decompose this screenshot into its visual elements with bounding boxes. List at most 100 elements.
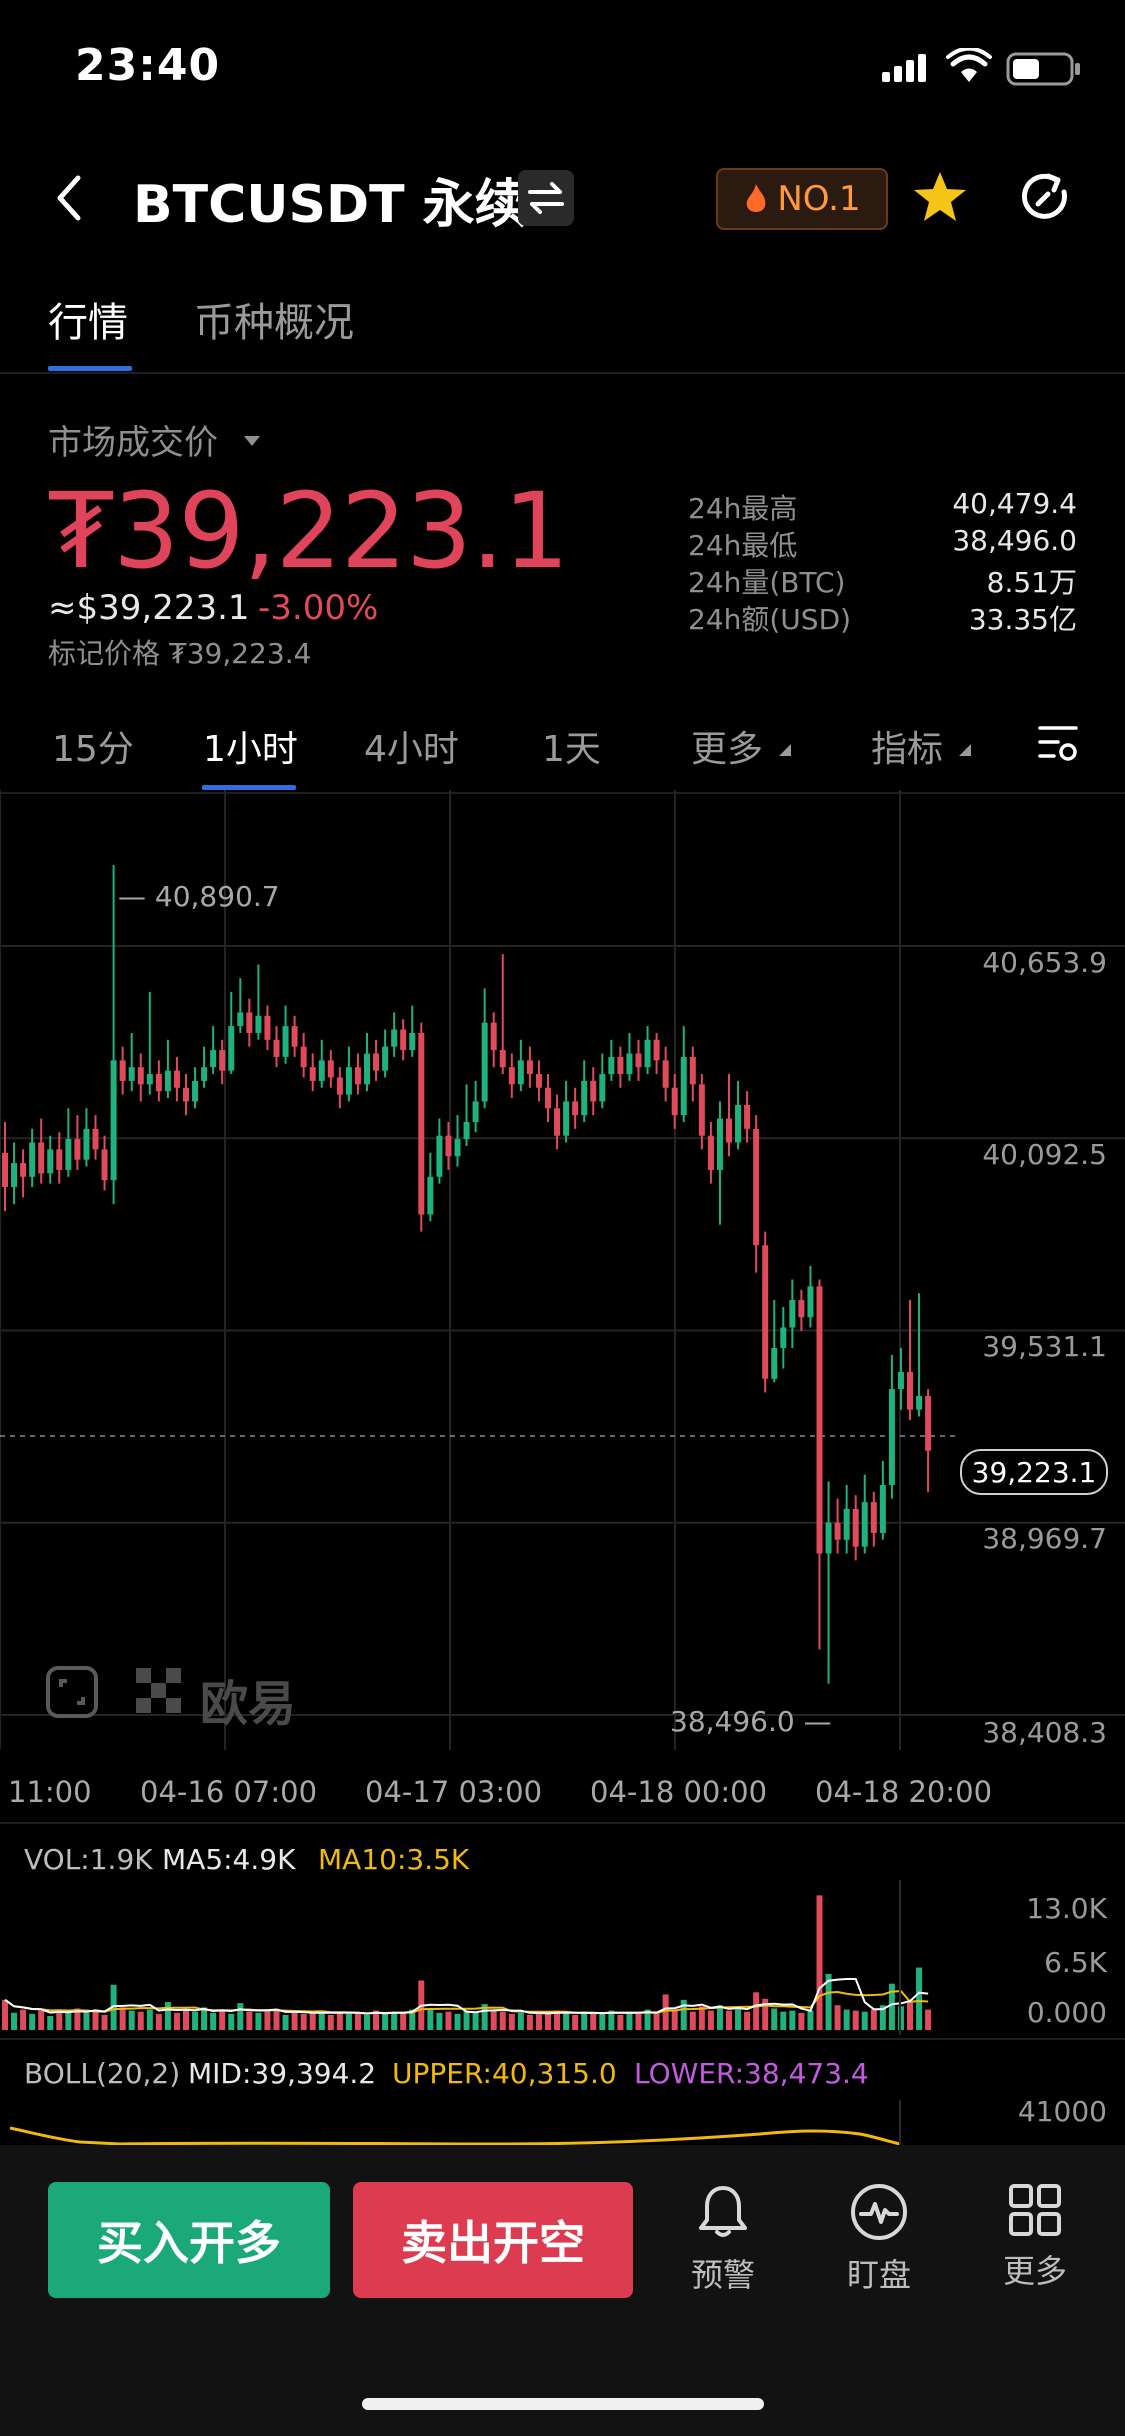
candle-body bbox=[228, 1026, 235, 1071]
bell-icon bbox=[699, 2186, 747, 2237]
candle-body bbox=[273, 1039, 280, 1057]
volume-bar bbox=[327, 2014, 334, 2030]
volume-bar bbox=[861, 2011, 868, 2030]
interval-15m[interactable]: 15分 bbox=[52, 729, 134, 770]
volume-bar bbox=[391, 2011, 398, 2030]
candle-body bbox=[173, 1070, 180, 1088]
candle-body bbox=[897, 1371, 904, 1390]
vol-label: VOL:1.9K bbox=[24, 1843, 153, 1876]
price-source-label[interactable]: 市场成交价 bbox=[48, 423, 218, 463]
stat-high-label: 24h最高 bbox=[688, 492, 798, 525]
sell-short-button[interactable]: 卖出开空 bbox=[353, 2182, 633, 2298]
interval-4h[interactable]: 4小时 bbox=[364, 729, 459, 770]
last-price: ₮39,223.1 bbox=[48, 470, 569, 592]
volume-bar bbox=[581, 2011, 588, 2030]
candle-body bbox=[526, 1060, 533, 1075]
boll-divider bbox=[0, 2038, 1125, 2040]
volume-bar bbox=[11, 2012, 18, 2030]
candle-body bbox=[336, 1077, 343, 1095]
volume-bar bbox=[282, 2014, 289, 2030]
candle-body bbox=[662, 1060, 669, 1088]
candle-body bbox=[282, 1026, 289, 1057]
volume-bar bbox=[110, 1984, 117, 2030]
candle-body bbox=[373, 1053, 380, 1071]
candle-body bbox=[490, 1022, 497, 1051]
volume-bar bbox=[789, 2010, 796, 2030]
interval-1h[interactable]: 1小时 bbox=[203, 729, 298, 770]
volume-bar bbox=[291, 2011, 298, 2030]
volume-bar bbox=[463, 2010, 470, 2030]
chart-settings-icon[interactable] bbox=[1036, 722, 1080, 770]
volume-bar bbox=[436, 2012, 443, 2030]
boll-chart[interactable] bbox=[0, 2100, 1125, 2145]
alert-button[interactable]: 预警 bbox=[663, 2182, 783, 2296]
volume-chart[interactable] bbox=[0, 1880, 1125, 2035]
candle-body bbox=[137, 1067, 144, 1085]
buy-long-button[interactable]: 买入开多 bbox=[48, 2182, 330, 2298]
volume-bar bbox=[20, 2009, 27, 2030]
x-axis-label-5: 04-18 20:00 bbox=[815, 1775, 993, 1809]
volume-bar bbox=[698, 2006, 705, 2030]
candle-body bbox=[418, 1032, 425, 1215]
indicator-menu[interactable]: 指标 bbox=[871, 729, 944, 770]
candle-body bbox=[119, 1060, 126, 1081]
candlestick-chart[interactable] bbox=[0, 790, 1125, 1750]
volume-bar bbox=[671, 2010, 678, 2030]
volume-bar bbox=[617, 2014, 624, 2030]
candle-body bbox=[680, 1056, 687, 1116]
fullscreen-icon[interactable] bbox=[45, 1665, 99, 1723]
volume-bar bbox=[255, 2012, 262, 2030]
interval-1d[interactable]: 1天 bbox=[542, 729, 601, 770]
interval-divider bbox=[0, 792, 1125, 794]
tab-coin-overview[interactable]: 币种概况 bbox=[194, 300, 354, 346]
volume-bar bbox=[65, 2011, 72, 2030]
volume-bar bbox=[735, 2007, 742, 2030]
volume-bar bbox=[753, 1992, 760, 2030]
volume-bar bbox=[535, 2011, 542, 2030]
volume-bar bbox=[726, 2010, 732, 2030]
instrument-title[interactable]: BTCUSDT 永续 bbox=[133, 175, 527, 235]
volume-bar bbox=[92, 2009, 99, 2030]
candle-body bbox=[816, 1286, 823, 1554]
volume-bar bbox=[354, 2012, 361, 2030]
volume-bar bbox=[364, 2014, 370, 2030]
back-icon[interactable] bbox=[50, 170, 90, 230]
caret-down-icon[interactable] bbox=[243, 432, 261, 451]
candle-body bbox=[879, 1484, 886, 1533]
volume-bar bbox=[146, 2009, 153, 2030]
volume-bar bbox=[128, 2010, 135, 2030]
volume-bar bbox=[164, 2002, 171, 2030]
more-button[interactable]: 更多 bbox=[975, 2182, 1095, 2292]
ma10-label: MA10:3.5K bbox=[318, 1843, 470, 1876]
candle-body bbox=[925, 1395, 932, 1451]
candle-body bbox=[201, 1067, 208, 1081]
volume-bar bbox=[273, 2010, 280, 2030]
volume-bar bbox=[373, 2010, 380, 2030]
volume-bar bbox=[744, 2011, 751, 2030]
status-time: 23:40 bbox=[75, 40, 221, 91]
candle-body bbox=[255, 1015, 262, 1033]
swap-icon[interactable] bbox=[518, 170, 574, 226]
interval-more[interactable]: 更多 bbox=[691, 729, 764, 770]
battery-icon bbox=[1006, 52, 1082, 90]
volume-bar bbox=[572, 2014, 579, 2030]
candle-body bbox=[608, 1056, 615, 1075]
volume-bar bbox=[780, 2011, 787, 2030]
candle-body bbox=[572, 1101, 579, 1116]
y-axis-label-2: 40,092.5 bbox=[982, 1138, 1107, 1171]
candle-body bbox=[807, 1286, 814, 1318]
x-axis-label-4: 04-18 00:00 bbox=[590, 1775, 768, 1809]
boll-mid-label: MID:39,394.2 bbox=[188, 2057, 377, 2090]
tab-market[interactable]: 行情 bbox=[48, 300, 128, 346]
star-icon[interactable] bbox=[912, 170, 968, 228]
rank-badge[interactable]: NO.1 bbox=[716, 168, 888, 230]
volume-bar bbox=[590, 2013, 597, 2030]
stat-vol-value: 8.51万 bbox=[986, 566, 1077, 599]
volume-bar bbox=[228, 2013, 235, 2030]
low-marker-value: 38,496.0 bbox=[670, 1705, 795, 1738]
pulse-icon bbox=[851, 2184, 907, 2240]
refresh-icon[interactable] bbox=[1018, 170, 1074, 230]
candle-body bbox=[454, 1139, 461, 1157]
watch-button[interactable]: 盯盘 bbox=[819, 2182, 939, 2296]
candle-body bbox=[671, 1087, 678, 1116]
